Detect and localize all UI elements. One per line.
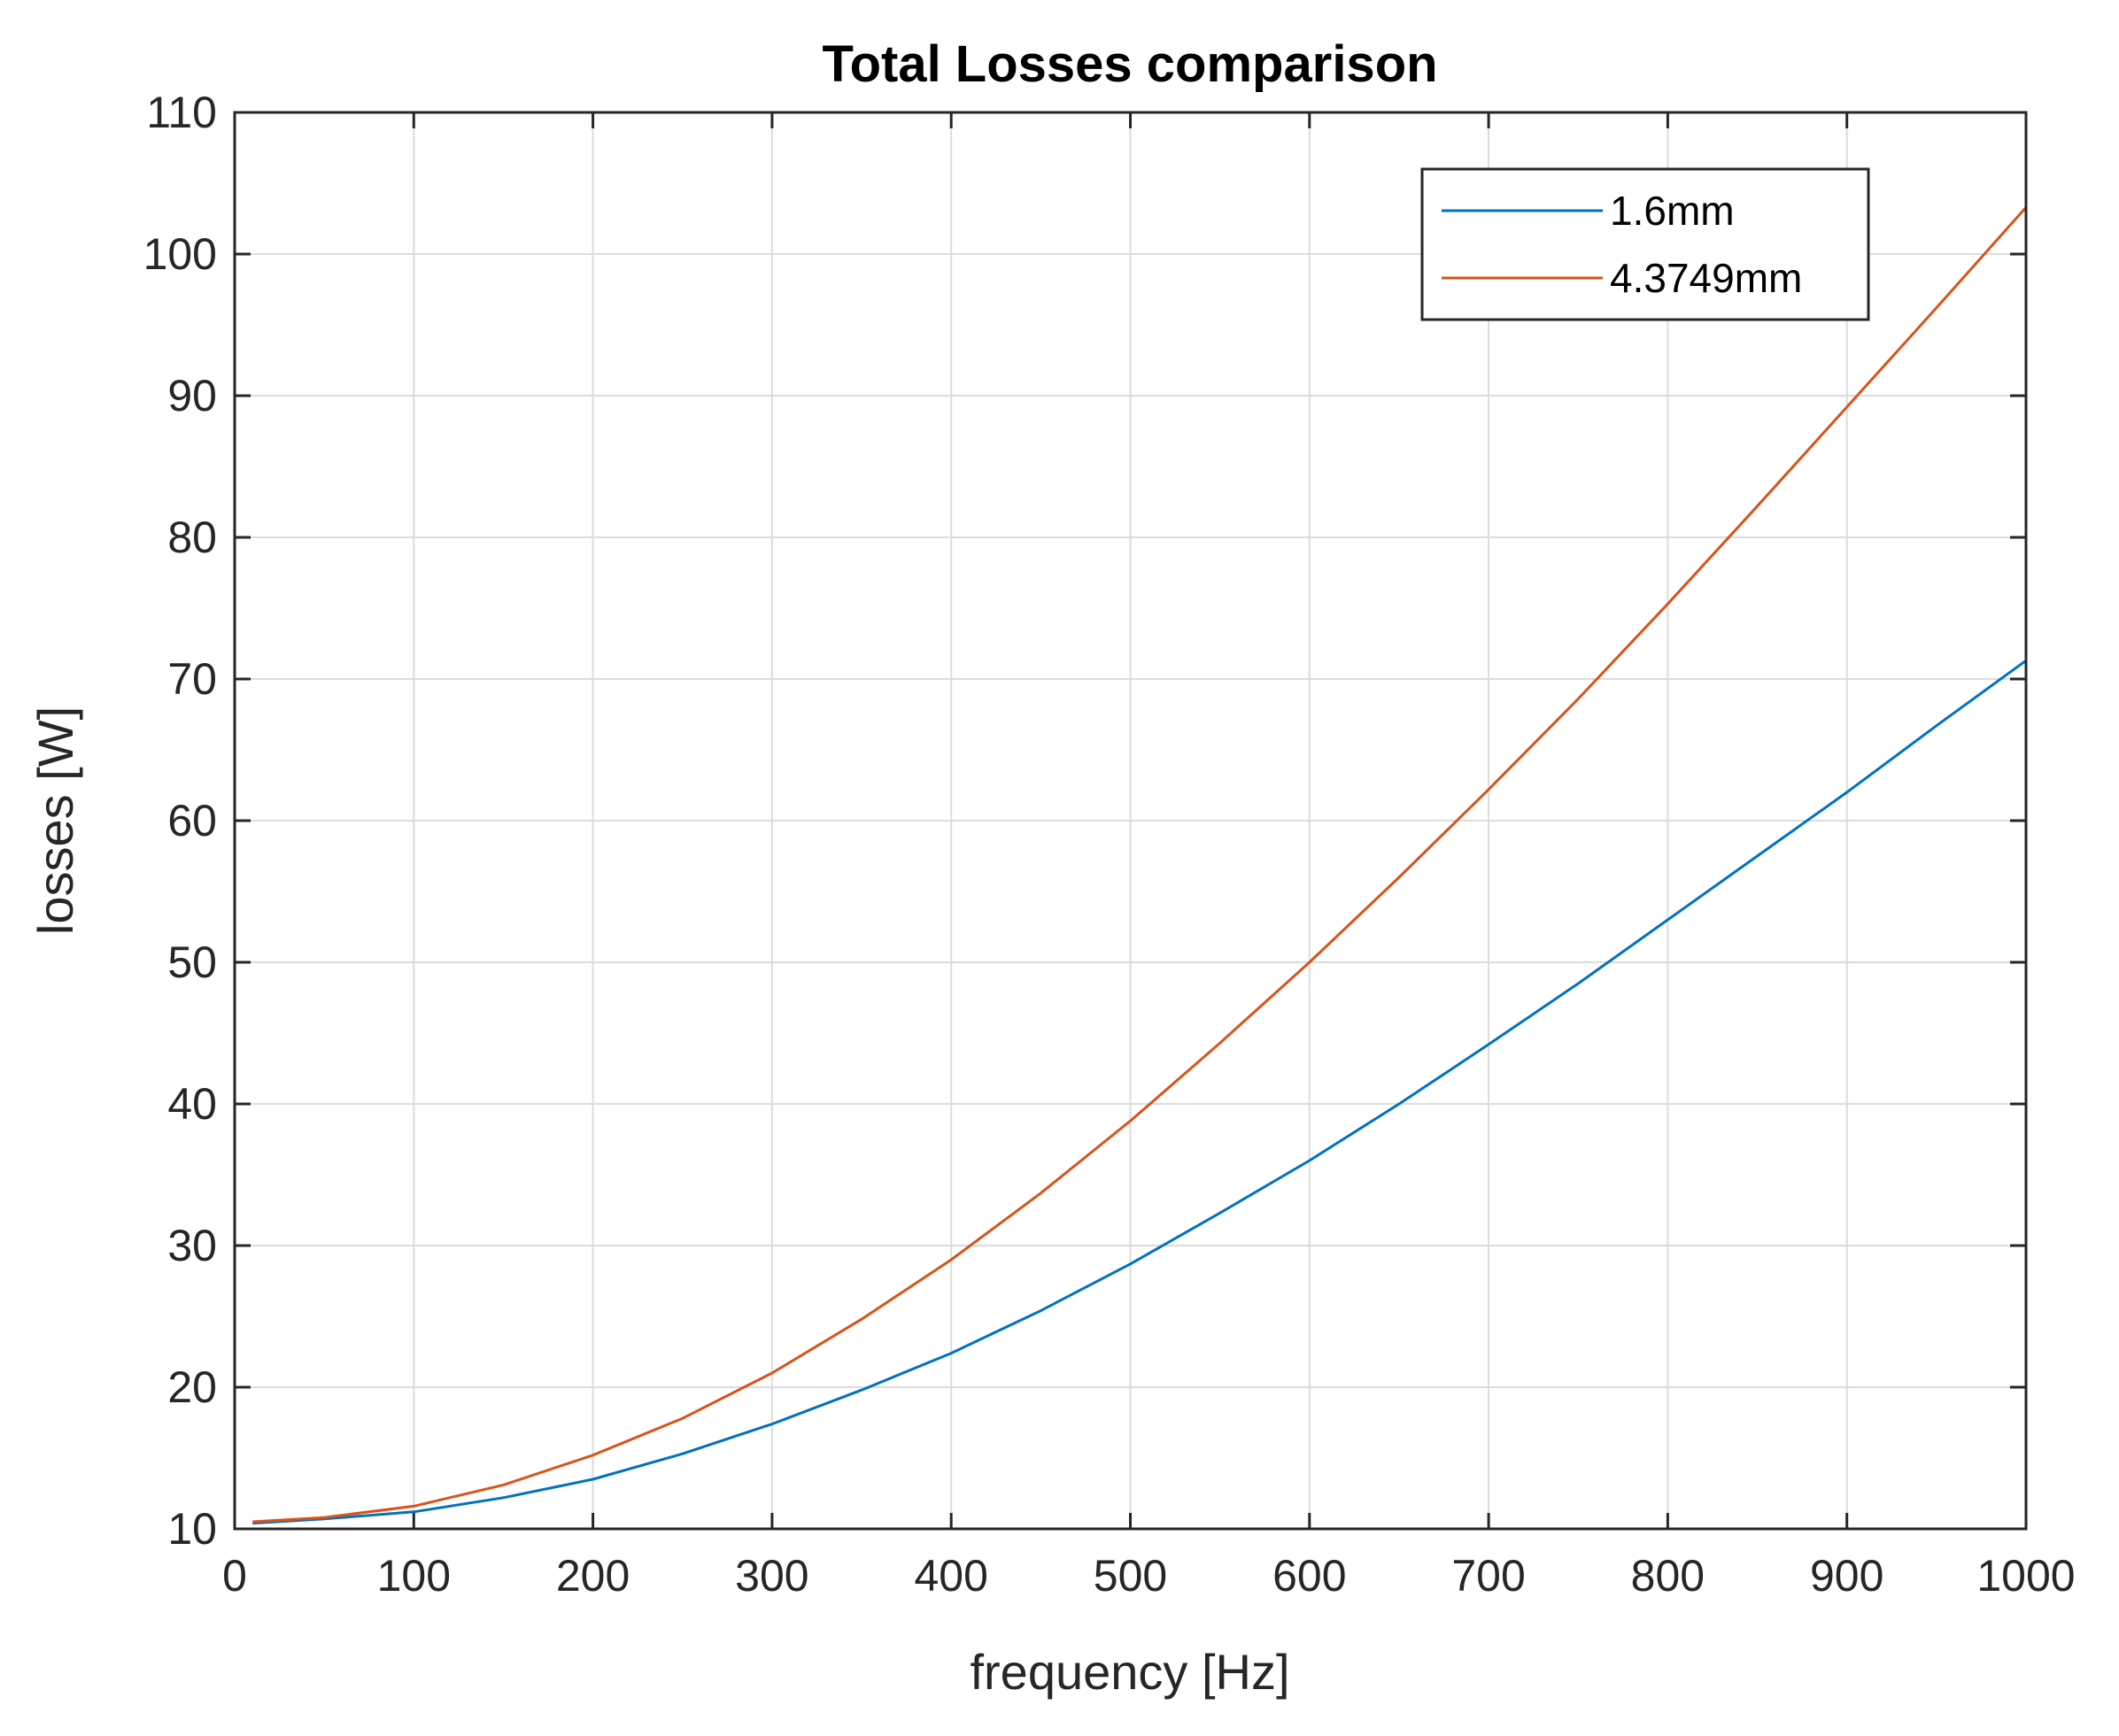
y-tick-labels: 10 20 30 40 50 60 70 80 90 100 110 [143,88,217,1554]
y-tick-label: 70 [167,654,217,704]
x-tick-label: 800 [1631,1551,1705,1601]
x-tick-label: 500 [1094,1551,1167,1601]
y-tick-label: 10 [167,1504,217,1554]
x-tick-label: 700 [1451,1551,1525,1601]
legend-label-1-6mm: 1.6mm [1610,188,1735,234]
x-tick-label: 900 [1810,1551,1883,1601]
x-tick-label: 300 [735,1551,808,1601]
legend-box [1420,167,1870,321]
legend-label-4-3749mm: 4.3749mm [1610,255,1802,301]
x-tick-label: 200 [556,1551,630,1601]
legend: 1.6mm 4.3749mm [1420,167,1870,321]
axis-ticks [233,111,2028,1531]
y-tick-label: 50 [167,937,217,987]
y-tick-label: 110 [146,88,217,137]
y-tick-label: 80 [167,513,217,562]
x-tick-labels: 0 100 200 300 400 500 600 700 800 900 1000 [222,1551,2076,1601]
series-line-4-3749mm [252,206,2028,1524]
x-tick-label: 0 [222,1551,247,1601]
y-tick-label: 30 [167,1221,217,1270]
series-lines [252,206,2028,1525]
y-tick-label: 40 [167,1079,217,1129]
y-tick-label: 20 [167,1362,217,1412]
x-axis-label: frequency [Hz] [970,1644,1289,1700]
y-tick-label: 90 [167,371,217,420]
x-tick-label: 100 [377,1551,451,1601]
x-tick-label: 600 [1272,1551,1346,1601]
x-tick-label: 1000 [1976,1551,2075,1601]
x-tick-label: 400 [914,1551,987,1601]
chart-title: Total Losses comparison [822,35,1437,93]
y-tick-label: 100 [143,229,217,279]
y-tick-label: 60 [167,796,217,845]
series-line-1-6mm [252,659,2027,1525]
y-axis-label: losses [W] [27,706,83,935]
